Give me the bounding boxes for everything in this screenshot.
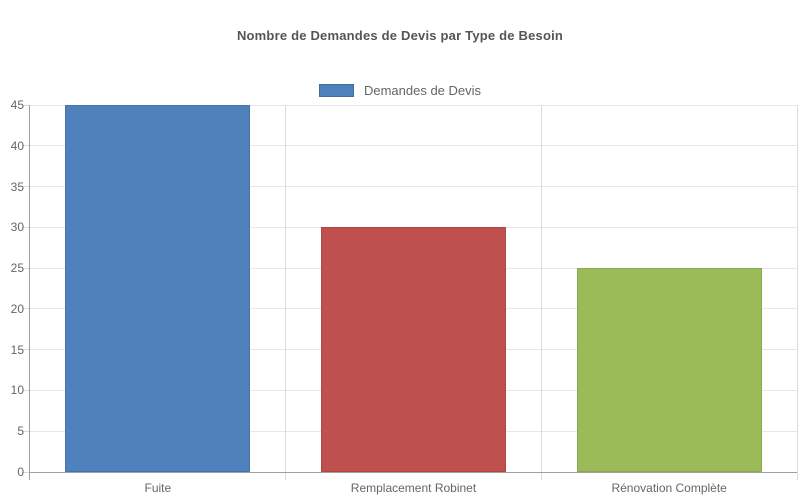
gridline-horizontal [30, 145, 797, 147]
y-tick-label: 25 [10, 261, 24, 276]
y-axis-tick [22, 471, 30, 473]
x-tick-label: Rénovation Complète [611, 481, 727, 495]
y-axis-tick [22, 430, 30, 432]
chart-title: Nombre de Demandes de Devis par Type de … [236, 28, 564, 43]
x-tick-label: Fuite [144, 481, 172, 495]
y-tick-label: 30 [10, 220, 24, 235]
y-axis-tick [22, 389, 30, 391]
y-tick-label: 40 [10, 138, 24, 153]
y-axis-tick [22, 145, 30, 147]
category-separator [796, 105, 798, 480]
y-axis-tick [22, 308, 30, 310]
bar[interactable] [576, 268, 762, 472]
y-axis-line [29, 105, 30, 480]
x-axis-line [29, 472, 797, 473]
y-tick-label: 0 [17, 465, 24, 479]
y-axis-tick [22, 349, 30, 351]
y-tick-label: 35 [10, 179, 24, 194]
category-separator [285, 105, 287, 480]
gridline-horizontal [30, 104, 797, 106]
legend-swatch [318, 84, 354, 97]
y-tick-label: 10 [10, 383, 24, 398]
category-separator [540, 105, 542, 480]
bar[interactable] [321, 227, 506, 472]
y-tick-label: 20 [10, 301, 24, 316]
y-tick-label: 15 [10, 342, 24, 357]
y-axis-tick [22, 104, 30, 106]
y-axis-tick [22, 267, 30, 269]
legend: Demandes de Devis [0, 83, 800, 98]
gridline-horizontal [30, 186, 797, 188]
y-tick-label: 5 [17, 424, 24, 439]
x-tick-label: Remplacement Robinet [350, 481, 477, 495]
legend-item-demandes-de-devis[interactable]: Demandes de Devis [318, 83, 482, 98]
y-axis-tick [22, 186, 30, 188]
legend-label: Demandes de Devis [363, 83, 482, 98]
y-tick-label: 45 [10, 98, 24, 112]
y-axis-tick [22, 226, 30, 228]
bar[interactable] [65, 105, 251, 472]
